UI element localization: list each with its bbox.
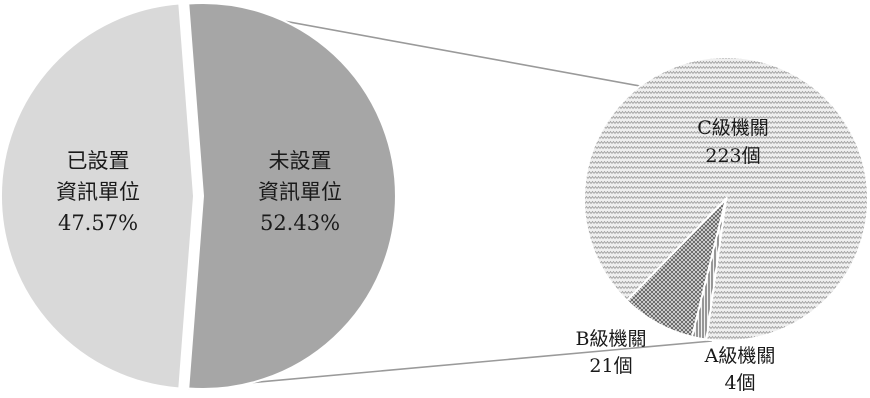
slice-label-unset-info-unit: 未設置資訊單位 52.43%	[258, 149, 342, 235]
slice-label-a-class-agency: A級機關 4個	[704, 345, 776, 394]
pie-slice-set-info-unit	[0, 2, 196, 390]
pie-slice-unset-info-unit	[187, 2, 397, 390]
connector-line-bottom	[188, 340, 713, 390]
slice-label-b-class-agency: B級機關 21個	[576, 328, 647, 377]
pie-main: 已設置資訊單位 47.57% 未設置資訊單位 52.43%	[0, 2, 397, 390]
pie-slice-a-class-agency	[690, 198, 727, 341]
slice-label-c-class-agency: C級機關 223個	[697, 117, 769, 167]
slice-label-set-info-unit: 已設置資訊單位 47.57%	[56, 149, 140, 235]
pie-secondary: C級機關 223個 B級機關 21個 A級機關 4個	[576, 56, 869, 394]
